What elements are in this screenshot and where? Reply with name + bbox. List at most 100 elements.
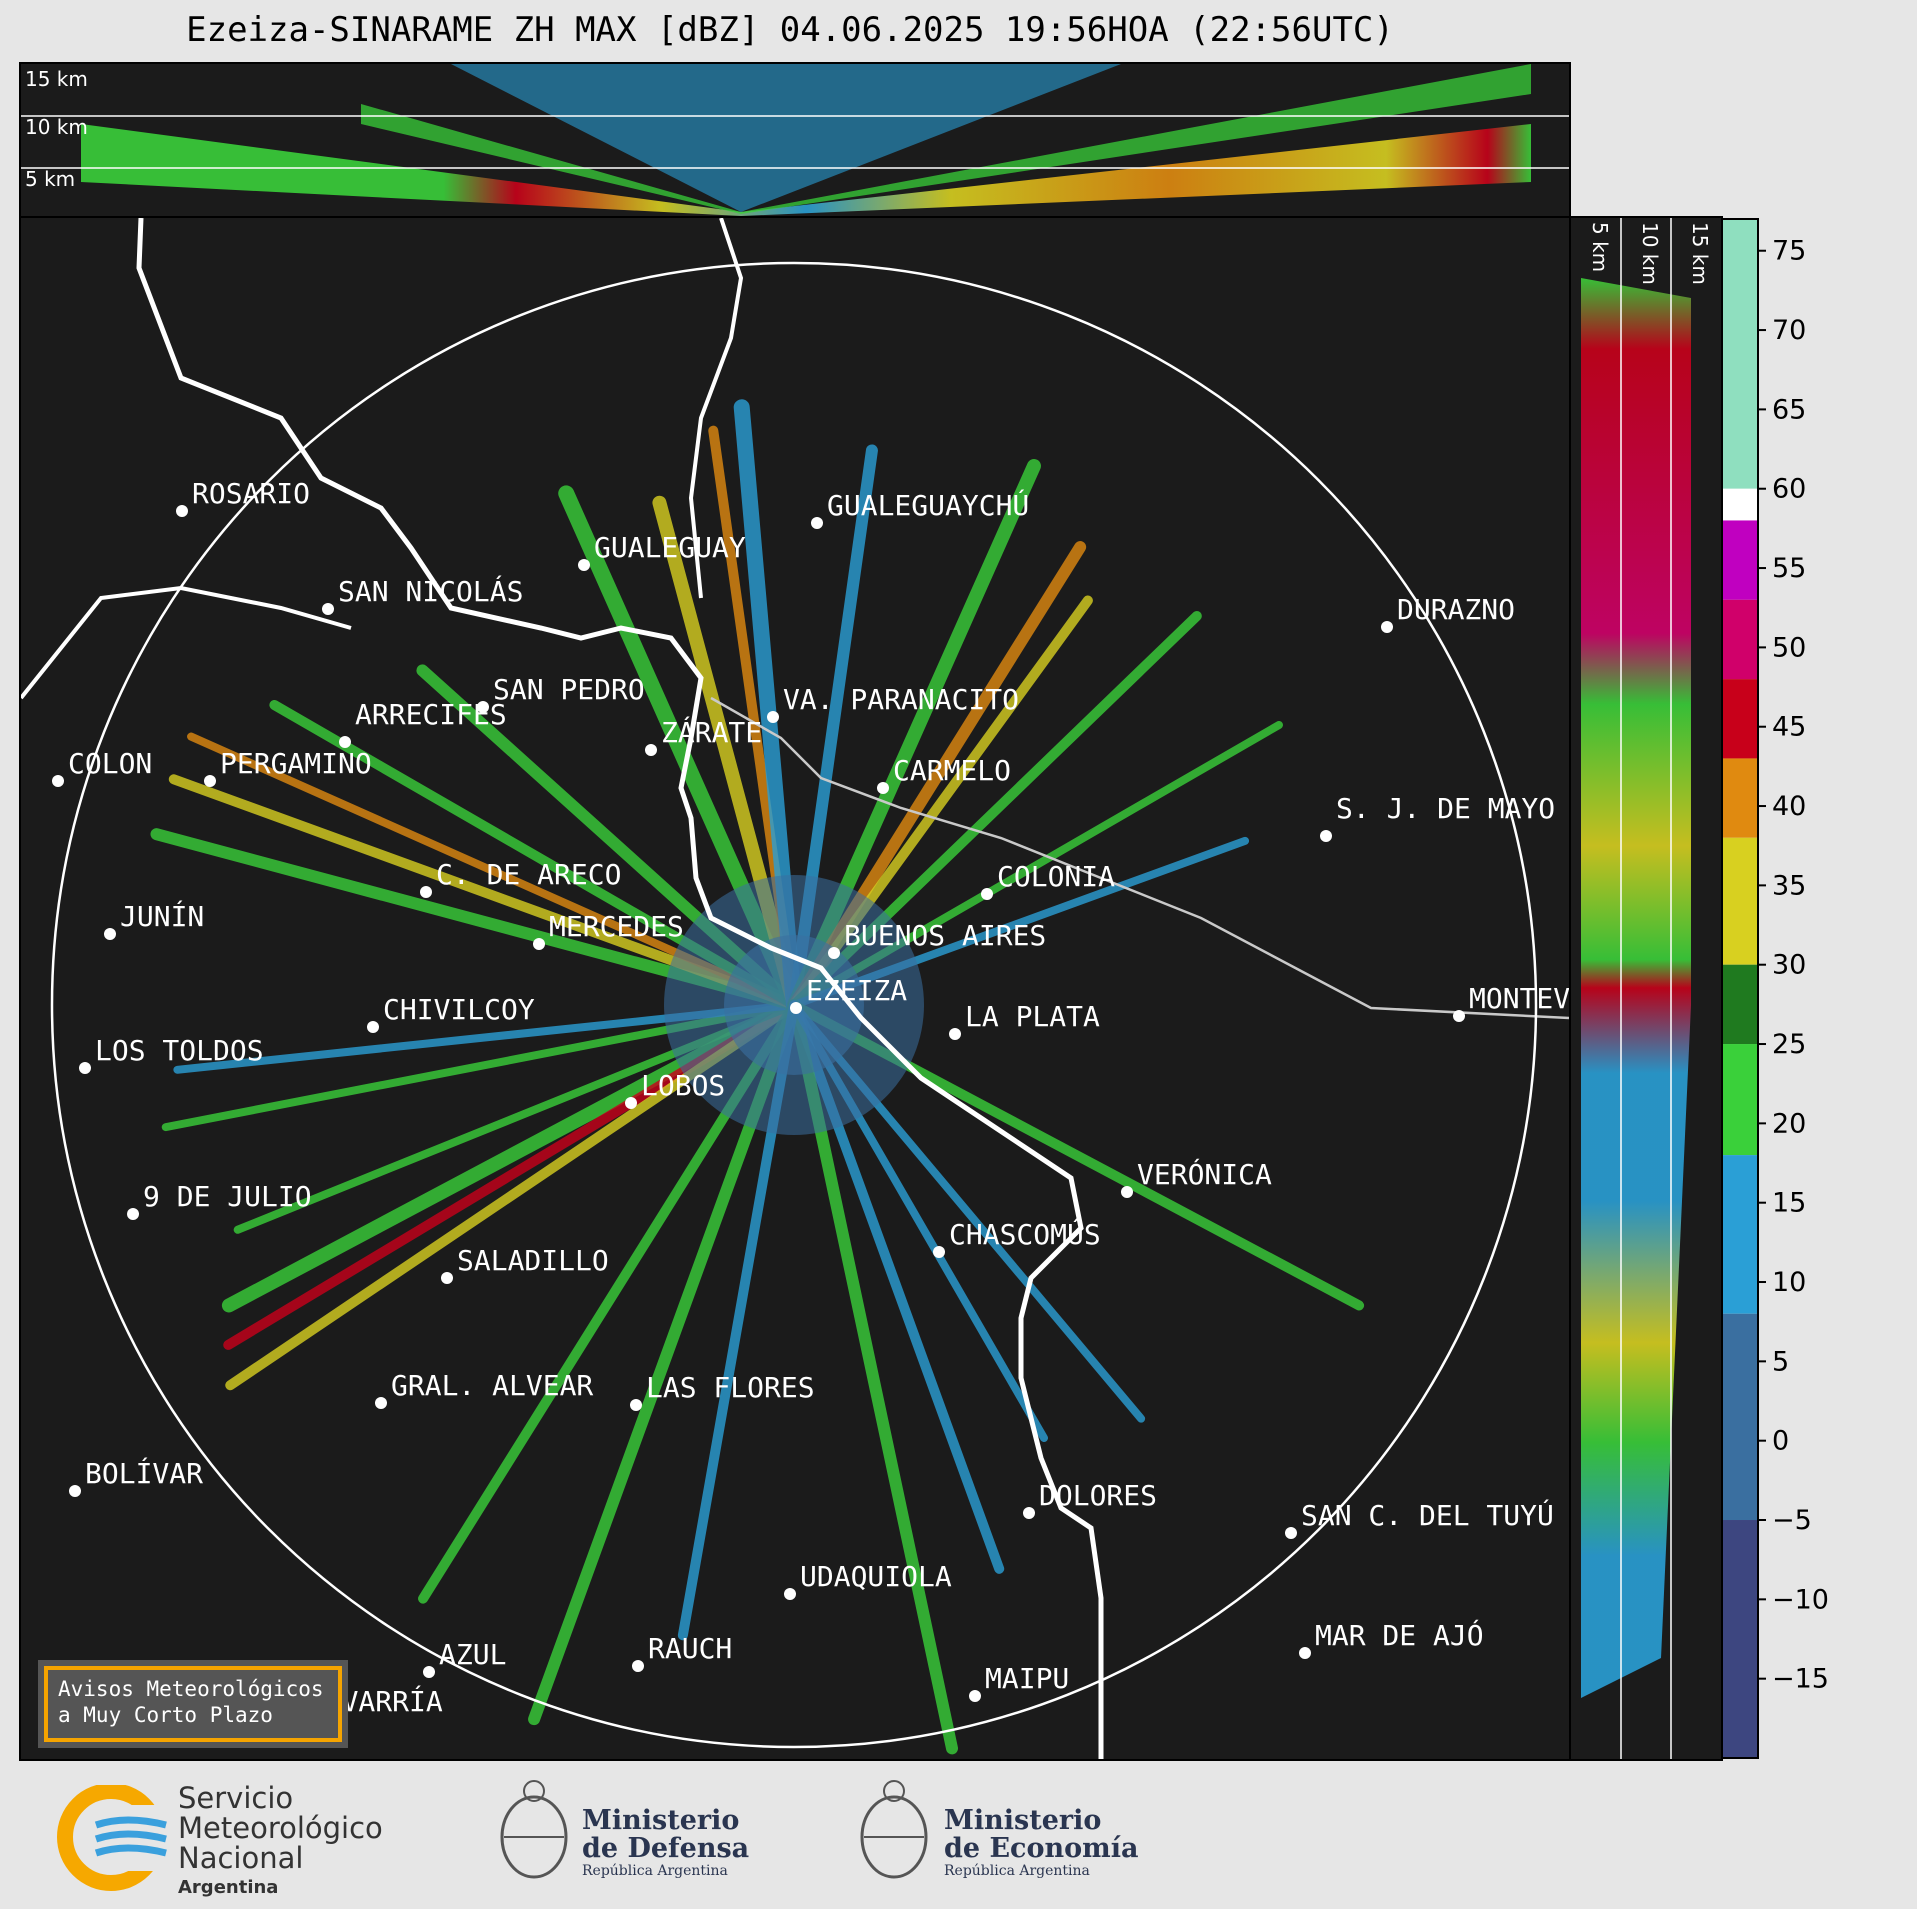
city-marker: DOLORES (1023, 1479, 1157, 1519)
city-dot (104, 928, 116, 940)
city-marker: SALADILLO (441, 1244, 609, 1284)
city-marker: ZÁRATE (645, 715, 762, 756)
colorbar-tick-label: 70 (1772, 315, 1806, 346)
city-label: EZEIZA (806, 974, 907, 1007)
city-label: UDAQUIOLA (800, 1560, 952, 1593)
colorbar-band (1722, 964, 1758, 1045)
colorbar-tick-label: 40 (1772, 791, 1806, 822)
colorbar-tick-label: 65 (1772, 394, 1806, 425)
city-label: ARRECIFES (355, 698, 507, 731)
colorbar-band (1722, 1520, 1758, 1758)
city-label: VA. PARANACITO (783, 683, 1019, 716)
city-marker: SAN C. DEL TUYÚ (1285, 1498, 1554, 1539)
colorbar-tick-label: 20 (1772, 1108, 1806, 1139)
colorbar-tick-label: 25 (1772, 1029, 1806, 1060)
colorbar-tick-label: 45 (1772, 712, 1806, 743)
city-dot (784, 1588, 796, 1600)
city-dot (176, 505, 188, 517)
footer: Servicio Meteorológico Nacional Argentin… (0, 1765, 1917, 1909)
city-label: LOS TOLDOS (95, 1034, 264, 1067)
side-height-label-5km: 5 km (1588, 222, 1612, 272)
city-label: GRAL. ALVEAR (391, 1369, 593, 1402)
city-label: RAUCH (648, 1632, 732, 1665)
alert-line-1: Avisos Meteorológicos (58, 1677, 324, 1701)
city-dot (811, 517, 823, 529)
city-marker: SAN PEDRO (477, 673, 645, 713)
city-dot (877, 782, 889, 794)
alert-badge[interactable]: Avisos Meteorológicos a Muy Corto Plazo (38, 1660, 348, 1748)
city-marker: LAS FLORES (630, 1371, 815, 1411)
colorbar-tick-label: 50 (1772, 632, 1806, 663)
city-dot (69, 1485, 81, 1497)
city-dot (1023, 1507, 1035, 1519)
city-dot (1299, 1647, 1311, 1659)
city-marker: MAR DE AJÓ (1299, 1618, 1484, 1659)
city-dot (423, 1666, 435, 1678)
city-label: GUALEGUAYCHÚ (827, 488, 1029, 522)
city-marker: RAUCH (632, 1632, 732, 1672)
city-label: LOBOS (641, 1069, 725, 1102)
city-dot (1381, 621, 1393, 633)
colorbar-band (1722, 837, 1758, 965)
city-label: SAN PEDRO (493, 673, 645, 706)
city-label: DOLORES (1039, 1479, 1157, 1512)
city-label: AZUL (439, 1638, 506, 1671)
city-dot (533, 938, 545, 950)
city-label: LA PLATA (965, 1000, 1100, 1033)
uruguay-river (688, 218, 744, 599)
city-dot (625, 1097, 637, 1109)
city-label: VERÓNICA (1137, 1157, 1272, 1191)
city-dot (645, 744, 657, 756)
city-label: SALADILLO (457, 1244, 609, 1277)
city-marker: GUALEGUAYCHÚ (811, 488, 1029, 529)
city-dot (79, 1062, 91, 1074)
defensa-shield-icon (500, 1780, 568, 1879)
city-label: BOLÍVAR (85, 1456, 203, 1490)
city-layer: ROSARIO GUALEGUAYCHÚ GUALEGUAY SAN NICOLÁS D… (52, 477, 1569, 1718)
colorbar-band (1722, 1155, 1758, 1314)
city-dot (933, 1246, 945, 1258)
city-marker: MERCEDES (533, 910, 684, 950)
height-label-10km: 10 km (25, 115, 88, 139)
city-dot (981, 888, 993, 900)
city-dot (767, 711, 779, 723)
city-dot (1285, 1527, 1297, 1539)
city-marker: C. DE ARECO (420, 858, 621, 898)
city-label: MAR DE AJÓ (1315, 1618, 1484, 1652)
radar-map-panel[interactable]: ROSARIO GUALEGUAYCHÚ GUALEGUAY SAN NICOLÁS D… (19, 216, 1571, 1761)
city-dot (322, 603, 334, 615)
city-label: COLONIA (997, 860, 1115, 893)
city-marker: VA. PARANACITO (767, 683, 1019, 723)
city-label: PERGAMINO (220, 747, 372, 780)
city-marker: CARMELO (877, 754, 1011, 794)
city-dot (1453, 1010, 1465, 1022)
city-label: COLON (68, 747, 152, 780)
economia-shield-icon (860, 1780, 928, 1879)
colorbar-tick-label: 15 (1772, 1188, 1806, 1219)
city-dot (578, 559, 590, 571)
city-dot (339, 736, 351, 748)
city-dot (127, 1208, 139, 1220)
city-marker: ARRECIFES (339, 698, 507, 748)
colorbar-tick-label: 0 (1772, 1426, 1789, 1457)
city-marker: GRAL. ALVEAR (375, 1369, 593, 1409)
city-marker: BOLÍVAR (69, 1456, 203, 1497)
city-marker: CHASCOMÚS (933, 1217, 1101, 1258)
city-label: BUENOS AIRES (844, 919, 1046, 952)
city-label: CARMELO (893, 754, 1011, 787)
colorbar-band (1722, 599, 1758, 680)
radar-map: ROSARIO GUALEGUAYCHÚ GUALEGUAY SAN NICOLÁS D… (21, 218, 1569, 1759)
city-label: MAIPU (985, 1662, 1069, 1695)
city-marker: UDAQUIOLA (784, 1560, 952, 1600)
smn-wordmark: Servicio Meteorológico Nacional Argentin… (178, 1781, 383, 1898)
colorbar-tick-label: 5 (1772, 1346, 1789, 1377)
city-marker: CHIVILCOY (367, 993, 535, 1033)
city-marker: VERÓNICA (1121, 1157, 1272, 1198)
height-label-15km: 15 km (25, 67, 88, 91)
city-label: C. DE ARECO (436, 858, 621, 891)
city-marker: LOS TOLDOS (79, 1034, 264, 1074)
city-dot (52, 775, 64, 787)
city-label: SAN C. DEL TUYÚ (1301, 1498, 1554, 1532)
